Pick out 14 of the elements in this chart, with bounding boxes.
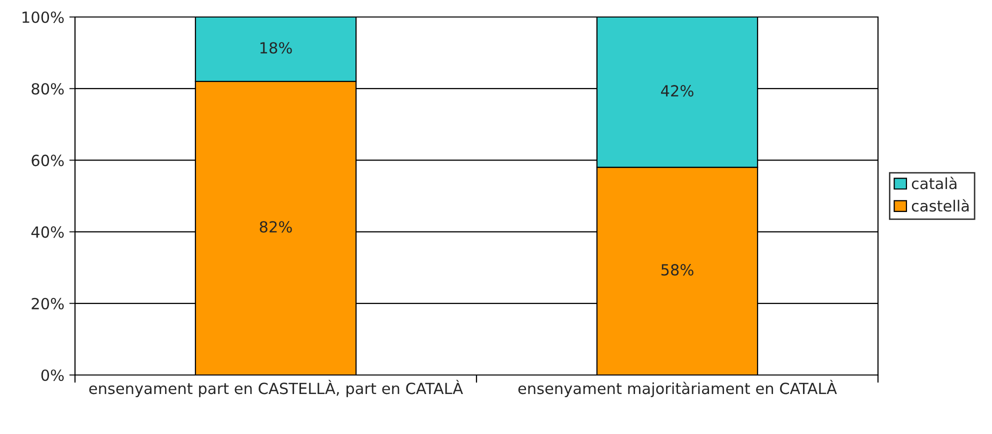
y-tick-label: 60% xyxy=(32,154,64,166)
data-label: 58% xyxy=(661,264,694,276)
data-label: 42% xyxy=(661,85,694,97)
legend-label: català xyxy=(912,176,956,190)
y-tick-label: 100% xyxy=(22,11,64,24)
legend-label: castellà xyxy=(912,199,969,212)
y-tick-label: 20% xyxy=(32,298,64,310)
data-label: 18% xyxy=(260,42,292,54)
y-tick-label: 0% xyxy=(41,369,64,382)
y-tick-label: 40% xyxy=(31,226,64,238)
x-tick-label: ensenyament majoritàriament en CATALÀ xyxy=(518,380,837,398)
data-label: 82% xyxy=(260,221,292,233)
y-tick-label: 80% xyxy=(32,83,64,95)
x-tick-label: ensenyament part en CASTELLÀ, part en CATALÀ xyxy=(89,380,464,398)
